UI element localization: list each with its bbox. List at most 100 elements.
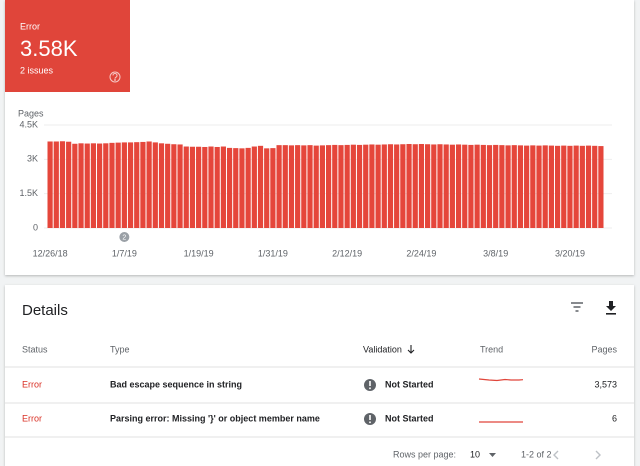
bar bbox=[387, 144, 394, 228]
bar bbox=[425, 144, 431, 228]
bar bbox=[226, 147, 233, 228]
bar bbox=[140, 141, 146, 228]
bar bbox=[381, 144, 387, 228]
bar bbox=[103, 143, 109, 228]
bar bbox=[282, 145, 288, 228]
table-row[interactable]: Error Bad escape sequence in string Not … bbox=[22, 378, 617, 391]
bar bbox=[332, 144, 338, 228]
x-tick-label: 2/12/19 bbox=[332, 248, 362, 258]
bar bbox=[363, 144, 369, 228]
y-tick-label: 3K bbox=[27, 154, 38, 164]
bar bbox=[431, 144, 437, 228]
bar bbox=[325, 145, 332, 228]
bar bbox=[344, 144, 350, 228]
details-card bbox=[5, 285, 634, 466]
bar bbox=[146, 141, 152, 228]
status-icon-mark bbox=[369, 415, 371, 420]
status-icon-mark bbox=[369, 421, 371, 424]
x-tick-label: 1/19/19 bbox=[184, 248, 214, 258]
bar bbox=[449, 144, 455, 228]
bar bbox=[338, 145, 344, 228]
bar bbox=[400, 144, 406, 228]
bar bbox=[72, 143, 78, 228]
bar bbox=[47, 141, 53, 228]
bar bbox=[412, 144, 418, 228]
x-tick-label: 1/7/19 bbox=[112, 248, 137, 258]
bar bbox=[59, 141, 66, 228]
bar bbox=[530, 145, 536, 228]
bar bbox=[524, 145, 530, 228]
column-header: Trend bbox=[480, 344, 503, 354]
status: Error bbox=[22, 379, 42, 389]
annotation[interactable]: 2 bbox=[119, 232, 130, 242]
dropdown-icon[interactable] bbox=[489, 453, 496, 457]
bar bbox=[214, 146, 220, 228]
column-header[interactable]: Validation bbox=[363, 344, 402, 354]
trend-line bbox=[478, 378, 524, 382]
column-header: Pages bbox=[591, 344, 617, 354]
sort-icon[interactable] bbox=[407, 345, 415, 354]
next-page[interactable] bbox=[595, 450, 601, 460]
type: Bad escape sequence in string bbox=[110, 379, 242, 389]
x-tick-label: 3/20/19 bbox=[555, 248, 585, 258]
bar bbox=[239, 148, 245, 228]
bar bbox=[53, 141, 59, 228]
bar bbox=[84, 143, 90, 228]
annotation-label: 2 bbox=[122, 234, 126, 241]
bar bbox=[592, 145, 598, 228]
annotation-marker bbox=[119, 232, 130, 242]
filter-icon[interactable] bbox=[571, 302, 583, 312]
bar bbox=[251, 146, 257, 228]
bar bbox=[66, 141, 72, 228]
bar bbox=[443, 144, 449, 228]
bar bbox=[276, 145, 282, 228]
bar bbox=[517, 145, 524, 228]
error-box[interactable] bbox=[5, 0, 130, 92]
bar bbox=[109, 142, 115, 228]
bar bbox=[369, 144, 375, 228]
y-tick-label: 4.5K bbox=[19, 119, 38, 129]
bar bbox=[208, 146, 214, 228]
bar bbox=[499, 145, 505, 228]
bar bbox=[158, 143, 165, 228]
bar bbox=[245, 147, 251, 228]
bar bbox=[127, 142, 134, 228]
x-tick-label: 1/31/19 bbox=[258, 248, 288, 258]
download-icon[interactable] bbox=[606, 301, 616, 315]
rows-per-page-label: Rows per page: bbox=[393, 449, 456, 459]
type: Parsing error: Missing '}' or object mem… bbox=[110, 413, 320, 423]
status-icon-mark bbox=[369, 381, 371, 386]
x-tick-label: 3/8/19 bbox=[483, 248, 508, 258]
bar bbox=[455, 144, 462, 228]
bar bbox=[257, 145, 264, 228]
bar bbox=[536, 145, 542, 228]
y-tick-label: 1.5K bbox=[19, 188, 38, 198]
bar bbox=[90, 143, 97, 228]
bar bbox=[542, 145, 548, 228]
bar bbox=[189, 146, 196, 228]
bar bbox=[548, 145, 554, 228]
bar bbox=[493, 144, 499, 228]
bar bbox=[598, 146, 604, 228]
bar bbox=[313, 145, 319, 228]
bar bbox=[295, 145, 301, 228]
bar bbox=[97, 143, 103, 228]
prev-page[interactable] bbox=[553, 450, 559, 460]
bar bbox=[288, 145, 295, 228]
bar bbox=[115, 142, 121, 228]
bar bbox=[307, 145, 313, 228]
bar bbox=[301, 145, 307, 228]
status-label: Error bbox=[20, 21, 40, 31]
bar bbox=[78, 143, 84, 228]
bar bbox=[394, 144, 400, 228]
help-icon[interactable] bbox=[109, 71, 121, 83]
bar bbox=[264, 148, 270, 228]
rows-per-page[interactable]: 10 bbox=[470, 449, 480, 459]
details-title: Details bbox=[22, 302, 68, 319]
bar bbox=[468, 144, 474, 228]
bar bbox=[486, 145, 493, 228]
pages: 3,573 bbox=[594, 379, 617, 389]
bar bbox=[418, 143, 425, 228]
table-row[interactable]: Error Parsing error: Missing '}' or obje… bbox=[22, 413, 617, 425]
pages: 6 bbox=[612, 413, 617, 423]
